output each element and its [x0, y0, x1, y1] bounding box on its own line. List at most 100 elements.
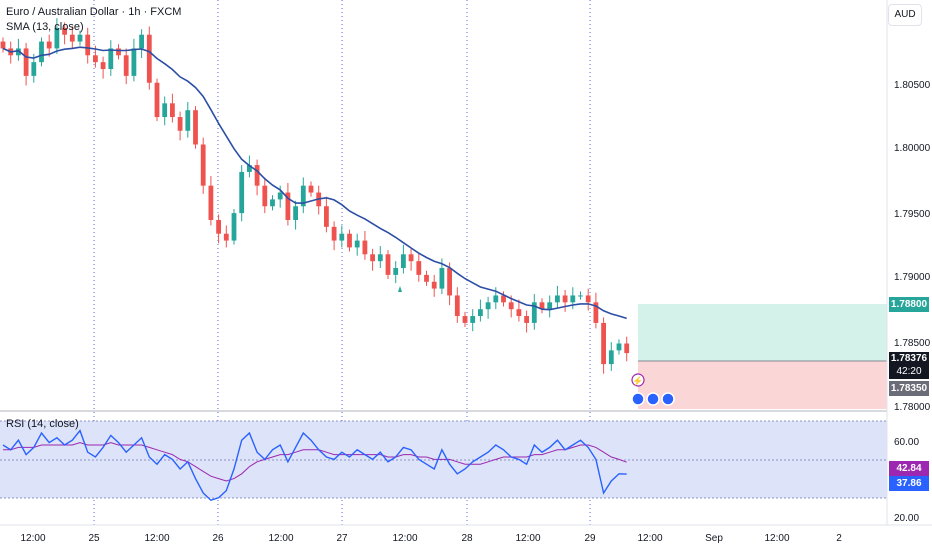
- candle-body: [69, 34, 75, 42]
- current-price-tag: 1.78376 42:20: [889, 352, 929, 379]
- event-icon[interactable]: [631, 392, 645, 406]
- current-price: 1.78376: [890, 353, 928, 364]
- rsi-tick: 20.00: [894, 513, 919, 524]
- event-icon[interactable]: [646, 392, 660, 406]
- candle-body: [77, 34, 83, 42]
- candle-body: [393, 268, 399, 275]
- time-tick: 29: [584, 533, 596, 544]
- candle-body: [377, 254, 383, 262]
- candle-body: [401, 254, 406, 269]
- candle-body: [462, 316, 468, 323]
- candle-body: [624, 343, 630, 354]
- candle-body: [578, 295, 583, 297]
- candle-body: [501, 295, 506, 303]
- candle-body: [300, 185, 306, 207]
- candle-body: [531, 302, 537, 323]
- candle-body: [570, 295, 576, 303]
- rsi-tick: 60.00: [894, 437, 919, 448]
- candle-body: [146, 34, 152, 83]
- candle-body: [478, 309, 483, 317]
- candle-body: [416, 261, 422, 275]
- chart-title[interactable]: Euro / Australian Dollar · 1h · FXCM: [6, 6, 182, 18]
- candle-body: [46, 41, 52, 49]
- candle-body: [277, 192, 283, 200]
- time-tick: 2: [836, 533, 842, 544]
- price-tick: 1.80000: [894, 143, 931, 154]
- candle-body: [39, 41, 44, 63]
- stop-zone: [638, 361, 887, 409]
- candle-body: [454, 295, 460, 317]
- rsi-line: [2, 429, 627, 501]
- candle-body: [62, 27, 67, 35]
- candle-body: [555, 295, 560, 303]
- signal-marker: [398, 286, 402, 292]
- time-tick: Sep: [705, 533, 723, 544]
- stop-price-tag: 1.78350: [889, 381, 929, 396]
- candle-body: [385, 254, 391, 275]
- candle-body: [85, 34, 91, 56]
- candle-body: [254, 165, 260, 186]
- candle-body: [601, 322, 606, 365]
- candle-body: [231, 213, 237, 241]
- price-axis[interactable]: 1.80500 1.80000 1.79500 1.79000 1.78500 …: [894, 80, 931, 524]
- flash-icon[interactable]: [631, 373, 645, 387]
- sma-legend[interactable]: SMA (13, close): [6, 21, 84, 33]
- candle-body: [547, 302, 553, 310]
- candle-body: [439, 268, 445, 289]
- candle-body: [347, 233, 352, 248]
- candle-body: [93, 55, 98, 63]
- candle-body: [139, 34, 144, 49]
- candle-body: [193, 110, 198, 145]
- candle-body: [516, 309, 522, 317]
- candle-body: [308, 185, 314, 193]
- candle-body: [431, 281, 437, 289]
- candle-body: [162, 103, 168, 118]
- time-tick: 26: [212, 533, 224, 544]
- candle-body: [216, 219, 221, 234]
- candle-body: [585, 295, 591, 303]
- candle-body: [324, 206, 329, 227]
- target-zone: [638, 304, 887, 361]
- candle-body: [100, 62, 106, 70]
- bar-countdown: 42:20: [896, 366, 922, 377]
- time-tick: 12:00: [515, 533, 540, 544]
- time-tick: 12:00: [764, 533, 789, 544]
- rsi-value-tag: 37.86: [889, 476, 929, 491]
- candle-body: [16, 48, 21, 56]
- currency-button[interactable]: AUD: [888, 4, 922, 26]
- candle-body: [424, 274, 429, 282]
- candle-body: [331, 226, 337, 241]
- candle-body: [123, 55, 129, 76]
- price-tick: 1.79000: [894, 272, 931, 283]
- candle-body: [131, 48, 137, 76]
- time-axis[interactable]: 12:00 25 12:00 26 12:00 27 12:00 28 12:00 29 12:00…: [20, 533, 842, 544]
- rsi-legend[interactable]: RSI (14, close): [6, 418, 79, 430]
- candle-body: [108, 48, 114, 70]
- candle-body: [470, 316, 476, 323]
- candle-body: [270, 199, 275, 207]
- candle-body: [339, 233, 345, 241]
- candle-body: [608, 350, 614, 365]
- candle-body: [370, 254, 375, 262]
- candle-body: [293, 206, 298, 220]
- candle-body: [223, 233, 229, 241]
- candle-body: [493, 295, 499, 303]
- candle-body: [200, 144, 206, 186]
- candle-body: [485, 302, 491, 310]
- candle-body: [524, 316, 529, 323]
- candle-body: [247, 165, 252, 172]
- flash-icon-glyph: ⚡: [632, 375, 643, 387]
- candle-body: [354, 240, 360, 248]
- time-tick: 12:00: [392, 533, 417, 544]
- candle-body: [447, 268, 452, 296]
- candles: [0, 18, 630, 374]
- candle-body: [508, 302, 514, 310]
- candle-body: [362, 240, 368, 255]
- price-tick: 1.78500: [894, 338, 931, 349]
- candle-body: [285, 192, 291, 220]
- rsi-ma-line: [3, 442, 627, 482]
- rsi-ma-tag: 42.84: [889, 461, 929, 476]
- event-icon[interactable]: [661, 392, 675, 406]
- target-price-tag: 1.78800: [889, 297, 929, 312]
